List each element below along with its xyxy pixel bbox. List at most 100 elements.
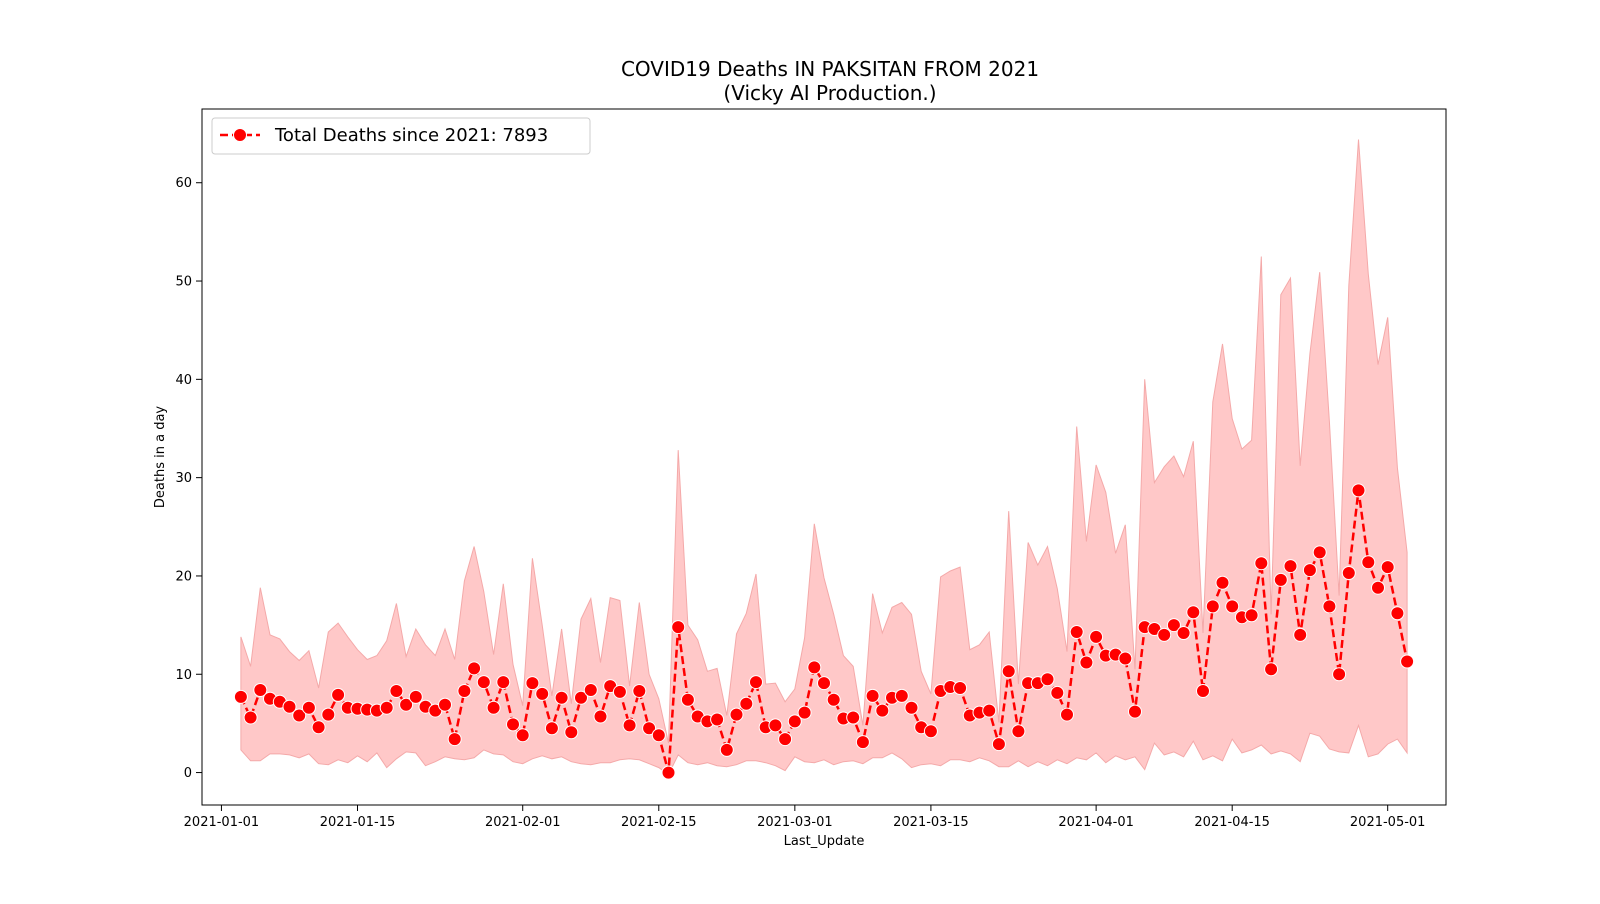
data-point — [671, 620, 686, 635]
data-point — [1312, 545, 1327, 560]
data-point — [467, 661, 482, 676]
legend-box — [211, 117, 591, 155]
y-tick-label: 50 — [175, 275, 192, 290]
data-point — [1400, 654, 1415, 669]
data-point — [282, 699, 297, 714]
y-tick-label: 40 — [175, 373, 192, 388]
x-tick-label: 2021-04-15 — [1194, 815, 1270, 830]
data-point — [1332, 667, 1347, 682]
data-point — [865, 688, 880, 703]
data-point — [797, 705, 812, 720]
y-tick-label: 20 — [175, 569, 192, 584]
data-point — [1264, 662, 1279, 677]
legend: Total Deaths since 2021: 7893 — [211, 117, 591, 155]
data-point — [622, 718, 637, 733]
data-point — [904, 700, 919, 715]
data-point — [982, 703, 997, 718]
y-axis-label: Deaths in a day — [153, 406, 168, 509]
data-point — [1196, 684, 1210, 698]
data-point — [826, 692, 841, 707]
plot-area — [233, 139, 1415, 780]
data-point — [1341, 566, 1356, 580]
data-point — [476, 675, 491, 690]
data-point — [1001, 664, 1016, 679]
data-point — [301, 700, 316, 715]
data-point — [408, 689, 423, 704]
x-tick-label: 2021-04-01 — [1058, 815, 1134, 830]
data-point — [233, 689, 248, 704]
data-point — [1128, 704, 1142, 719]
data-point — [1011, 724, 1026, 739]
data-point — [875, 703, 890, 718]
data-point — [1225, 599, 1240, 614]
data-point — [593, 709, 608, 724]
data-point — [719, 742, 734, 757]
plot-frame — [201, 108, 1447, 806]
data-point — [1293, 627, 1308, 642]
data-point — [1176, 626, 1191, 640]
data-point — [768, 718, 783, 733]
data-point — [574, 690, 588, 705]
y-tick-label: 30 — [175, 471, 192, 486]
data-point — [1157, 627, 1172, 642]
data-point — [457, 684, 472, 698]
x-tick-label: 2021-03-15 — [893, 815, 969, 830]
data-point — [506, 717, 520, 732]
data-point — [486, 700, 501, 715]
data-point — [1351, 483, 1366, 498]
x-tick-label: 2021-03-01 — [757, 815, 833, 830]
y-axis: 0 10 20 30 40 50 60 — [175, 176, 202, 781]
data-point — [923, 724, 938, 739]
data-point — [292, 708, 307, 723]
data-point — [1050, 685, 1065, 700]
data-point — [1390, 606, 1405, 621]
data-point — [321, 707, 336, 722]
x-axis-label: Last_Update — [784, 834, 865, 849]
data-point — [1302, 563, 1317, 578]
data-point — [1089, 629, 1104, 644]
x-axis: 2021-01-01 2021-01-15 2021-02-01 2021-02-15… — [184, 805, 1425, 830]
data-point — [1371, 580, 1385, 595]
data-point — [496, 675, 511, 690]
data-point — [515, 728, 530, 743]
y-tick-label: 0 — [184, 766, 192, 781]
data-point — [632, 684, 647, 698]
data-point — [1186, 605, 1201, 620]
data-point — [787, 714, 802, 729]
data-point — [1069, 625, 1084, 639]
data-point — [1273, 572, 1288, 587]
x-tick-label: 2021-01-01 — [184, 815, 260, 830]
data-point — [612, 684, 627, 699]
data-point — [642, 721, 657, 736]
data-point — [807, 660, 822, 675]
data-point — [680, 692, 695, 707]
data-point — [855, 735, 870, 750]
legend-label: Total Deaths since 2021: 7893 — [274, 125, 548, 146]
data-point — [544, 721, 559, 736]
data-point — [438, 697, 452, 712]
data-point — [554, 690, 569, 705]
x-tick-label: 2021-02-01 — [485, 815, 561, 830]
data-point — [399, 697, 414, 712]
y-tick-label: 60 — [175, 176, 192, 191]
data-point — [1215, 575, 1230, 590]
data-point — [1361, 555, 1376, 570]
data-point — [846, 710, 861, 725]
legend-marker-swatch — [233, 128, 247, 142]
data-point — [661, 765, 676, 780]
data-point — [389, 684, 404, 698]
data-point — [953, 681, 968, 695]
data-point — [894, 688, 909, 703]
data-point — [253, 683, 268, 697]
data-point — [1166, 618, 1181, 633]
data-point — [564, 725, 579, 740]
data-point — [1118, 651, 1133, 666]
data-point — [710, 712, 725, 727]
data-point — [379, 700, 394, 715]
data-point — [1079, 655, 1094, 670]
data-point — [991, 737, 1006, 752]
data-point — [1254, 556, 1269, 571]
data-point — [1060, 707, 1074, 722]
